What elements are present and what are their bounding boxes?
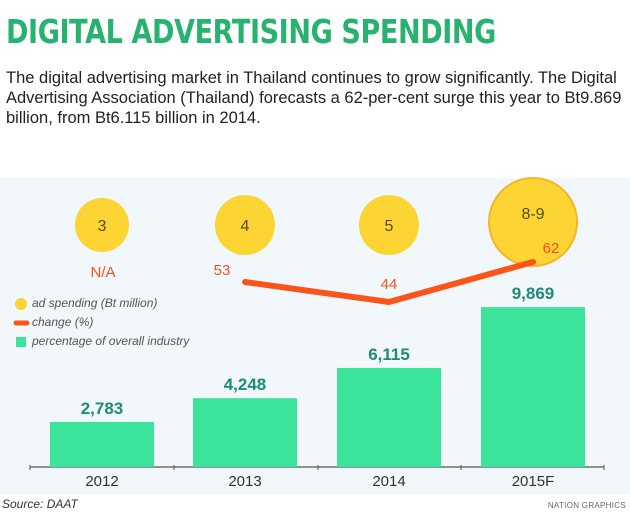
legend-change: change (%)	[32, 315, 94, 329]
ad-spending-label-2013: 4	[241, 218, 250, 235]
ad-spending-label-2015F: 8-9	[521, 206, 544, 223]
bar-label-2015F: 9,869	[512, 284, 555, 303]
x-tick-label-2015F: 2015F	[512, 473, 555, 490]
legend-ad-spending: ad spending (Bt million)	[32, 296, 158, 310]
change-line	[242, 259, 536, 305]
bar-2014	[337, 367, 441, 467]
change-label-2014: 44	[381, 276, 398, 293]
chart-description: The digital advertising market in Thaila…	[6, 69, 622, 127]
chart-title: DIGITAL ADVERTISING SPENDING	[6, 12, 496, 51]
ad-spending-label-2012: 3	[98, 218, 107, 235]
bar-label-2014: 6,115	[368, 345, 410, 364]
ad-spending-circle-2012	[75, 198, 129, 252]
legend-circle-icon	[15, 298, 27, 310]
bar-2015F	[481, 307, 585, 467]
change-label-2012: N/A	[90, 264, 115, 281]
legend-bar-icon	[16, 337, 26, 347]
x-tick-label-2013: 2013	[228, 473, 261, 490]
bar-2013	[193, 398, 297, 467]
legend-percentage: percentage of overall industry	[32, 334, 190, 348]
ad-spending-circle-2013	[215, 195, 275, 255]
credit: NATION GRAPHICS	[547, 501, 626, 510]
ad-spending-label-2014: 5	[385, 218, 394, 235]
bar-label-2012: 2,783	[81, 399, 124, 418]
x-tick-label-2014: 2014	[372, 473, 405, 490]
source-note: Source: DAAT	[2, 497, 78, 511]
change-label-2015F: 62	[543, 240, 560, 257]
ad-spending-circle-2015F	[488, 177, 578, 267]
x-tick-label-2012: 2012	[85, 473, 118, 490]
ad-spending-circle-2014	[359, 195, 419, 255]
change-label-2013: 53	[214, 262, 231, 279]
bar-2012	[50, 421, 154, 467]
bar-label-2013: 4,248	[224, 375, 267, 394]
